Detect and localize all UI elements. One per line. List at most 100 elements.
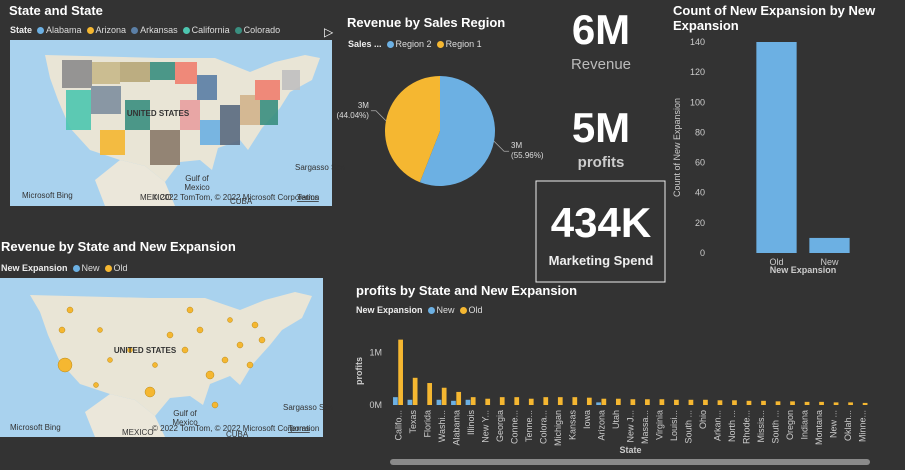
map-brand: Microsoft Bing xyxy=(22,191,73,200)
map-land xyxy=(30,292,312,416)
legend-swatch xyxy=(427,307,435,314)
legend-item: Old xyxy=(459,305,483,315)
legend-item: Region 2 xyxy=(386,39,432,49)
card-label: Marketing Spend xyxy=(548,253,654,268)
map-terms[interactable]: Terms xyxy=(288,424,310,433)
x-tick-label: Texas xyxy=(408,410,418,434)
legend: New Expansion New Old xyxy=(356,305,483,315)
legend-item: California xyxy=(182,25,230,35)
legend-swatch xyxy=(131,27,139,34)
legend: State Alabama Arizona Arkansas California Col… xyxy=(10,25,280,35)
legend-item: Region 1 xyxy=(436,39,482,49)
bar xyxy=(436,399,442,405)
legend-label: Old xyxy=(468,305,483,315)
x-tick-label: Oklah... xyxy=(843,410,853,441)
x-tick-label: Missis... xyxy=(756,410,766,443)
y-axis-label: Count of New Expansion xyxy=(672,98,682,197)
card-label: Revenue xyxy=(570,56,632,73)
x-tick-label: Massa... xyxy=(640,410,650,444)
x-tick-label: Illinois xyxy=(466,410,476,436)
bar xyxy=(688,399,694,405)
pie-slice xyxy=(385,76,440,183)
legend-label: Region 2 xyxy=(395,39,432,49)
x-tick-label: Louisi... xyxy=(669,410,679,441)
bar xyxy=(465,399,471,405)
bar xyxy=(848,402,853,405)
bar xyxy=(470,397,476,405)
bar xyxy=(819,401,824,405)
data-label: 3M (44.04%) xyxy=(336,100,369,120)
bar xyxy=(630,399,636,405)
bar xyxy=(790,401,795,405)
map-land xyxy=(85,394,165,437)
legend-swatch xyxy=(386,41,394,48)
map-label: CUBA xyxy=(230,197,253,206)
bar xyxy=(407,399,413,405)
chart-title: profits by State and New Expansion xyxy=(356,283,578,298)
y-tick-label: 0 xyxy=(700,248,705,258)
map-terms[interactable]: Terms xyxy=(297,193,319,202)
x-tick-label: New Y... xyxy=(480,410,490,443)
legend-swatch xyxy=(72,265,80,272)
scrollbar[interactable] xyxy=(390,459,870,465)
chart-title: Count of New Expansion by New Expansion xyxy=(673,3,876,33)
legend-swatch xyxy=(436,41,444,48)
bar xyxy=(674,399,679,405)
bar xyxy=(775,401,781,405)
legend-label: Alabama xyxy=(46,25,82,35)
bar xyxy=(398,339,403,405)
state-fills xyxy=(62,60,300,165)
map: UNITED STATES Gulf of Mexico MEXICO Sarg… xyxy=(10,25,346,206)
bar xyxy=(615,398,621,405)
x-tick-label: Old xyxy=(769,257,783,267)
legend-item: Arkansas xyxy=(131,25,178,35)
map-label: Sargasso Sea xyxy=(283,403,334,412)
legend-label: New xyxy=(81,263,100,273)
x-tick-label: Tenne... xyxy=(524,410,534,442)
y-tick-label: 120 xyxy=(690,67,705,77)
map-label: Mexico xyxy=(184,183,210,192)
x-tick-label: New ... xyxy=(829,410,839,438)
y-tick-label: 20 xyxy=(695,218,705,228)
card-label: profits xyxy=(577,154,625,171)
x-tick-label: Ohio xyxy=(698,410,708,429)
more-arrow[interactable]: ▷ xyxy=(324,25,334,39)
bar xyxy=(456,391,462,405)
chart-title: Revenue by Sales Region xyxy=(347,15,506,30)
legend-title: Sales ... xyxy=(348,39,382,49)
leader-line xyxy=(493,140,510,152)
bar xyxy=(645,399,650,405)
x-tick-label: Califo... xyxy=(393,410,403,441)
x-tick-label: Florida xyxy=(422,410,432,438)
map-brand: Microsoft Bing xyxy=(10,423,61,432)
y-tick-label: 140 xyxy=(690,37,705,47)
x-axis-label: New Expansion xyxy=(770,265,837,275)
legend-label: Arkansas xyxy=(140,25,178,35)
legend-label: Region 1 xyxy=(445,39,482,49)
map-label: UNITED STATES xyxy=(127,109,190,118)
legend-swatch xyxy=(86,27,94,34)
bar xyxy=(451,400,456,405)
legend-label: Colorado xyxy=(243,25,281,35)
bar xyxy=(833,402,839,405)
x-tick-label: Iowa xyxy=(582,410,592,429)
bar xyxy=(543,397,549,405)
legend-label: Arizona xyxy=(95,25,127,35)
y-tick-label: 100 xyxy=(690,97,705,107)
legend-item: New xyxy=(72,263,100,273)
x-tick-label: Utah xyxy=(611,410,621,429)
legend-label: California xyxy=(191,25,230,35)
map-label: UNITED STATES xyxy=(114,346,177,355)
card-border xyxy=(535,180,666,283)
map-attribution: © 2022 TomTom, © 2022 Microsoft Corporat… xyxy=(152,424,319,433)
x-tick-label: New J... xyxy=(626,410,636,443)
map-land xyxy=(95,160,175,206)
y-tick-label: 80 xyxy=(695,127,705,137)
x-tick-label: Rhode... xyxy=(742,410,752,444)
bar xyxy=(427,383,433,405)
bar xyxy=(809,237,850,253)
x-tick-label: North ... xyxy=(727,410,737,442)
card-value: 6M xyxy=(571,6,631,53)
